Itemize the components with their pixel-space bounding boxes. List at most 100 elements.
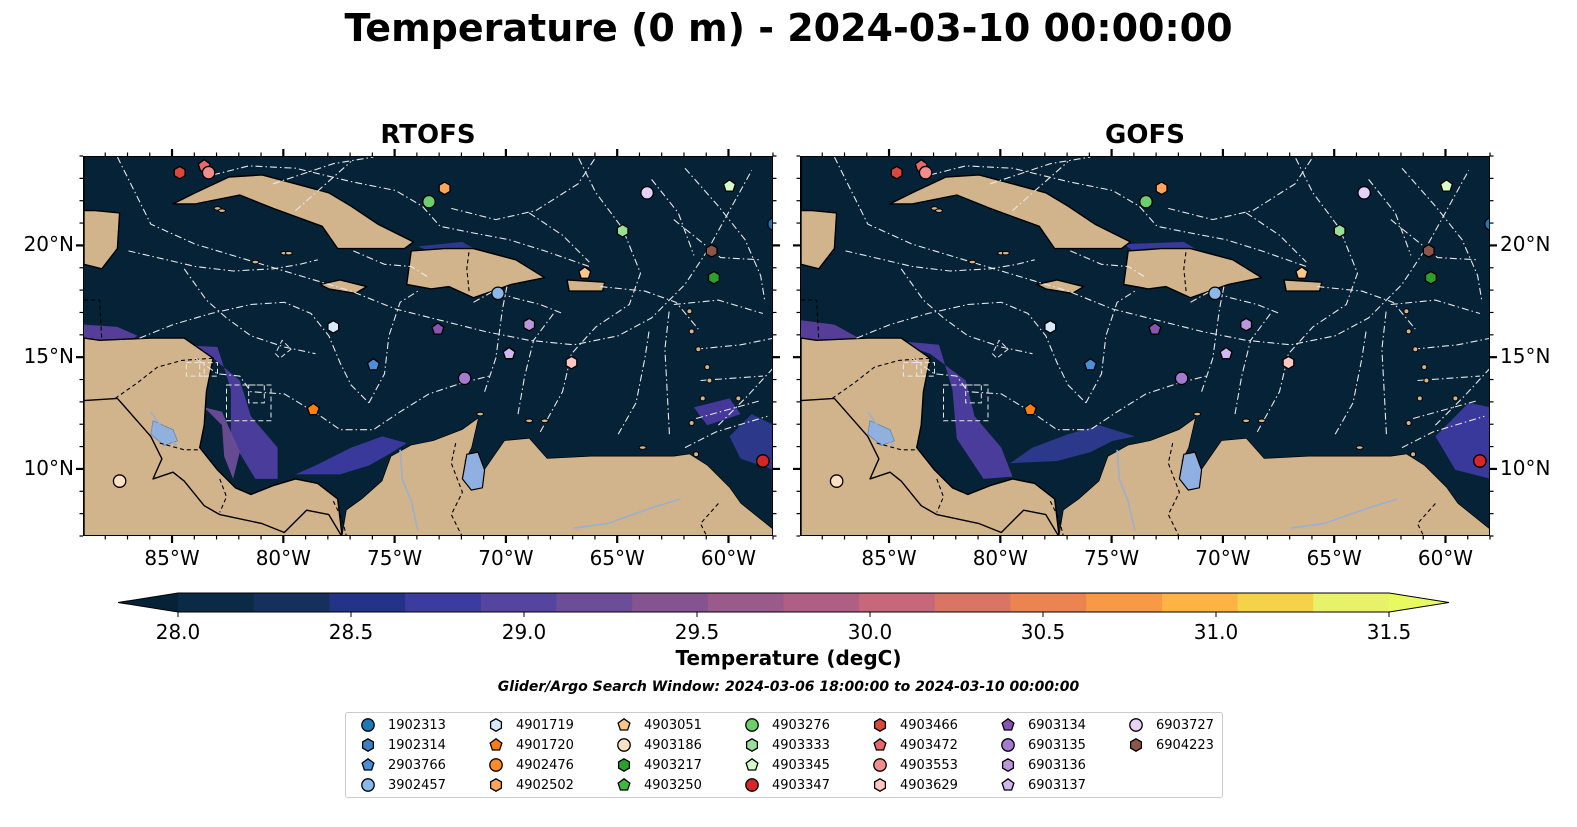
float-marker-6903137	[502, 346, 516, 360]
legend-label: 4901719	[516, 717, 574, 733]
temperature-anomaly-2	[204, 407, 240, 479]
small-island-7	[540, 418, 549, 424]
country-border-1	[831, 357, 931, 399]
legend-marker-hexagon-icon	[361, 738, 375, 752]
colorbar-tick-label: 29.0	[502, 620, 547, 644]
float-marker-4903276	[1139, 194, 1153, 209]
legend-item-4903466: 4903466	[872, 715, 958, 735]
panel-title-gofs: GOFS	[1105, 120, 1185, 150]
float-marker-6903135	[1174, 371, 1189, 386]
island-1	[699, 395, 706, 402]
float-marker-4903186	[829, 474, 844, 488]
river-0	[1116, 449, 1136, 531]
legend-item-3902457: 3902457	[360, 775, 446, 795]
legend-item-1902313: 1902313	[360, 715, 446, 735]
country-border-3	[936, 478, 945, 513]
legend-label: 4902476	[516, 757, 574, 773]
land-central	[84, 337, 343, 535]
float-marker-6903135	[457, 371, 472, 386]
float-marker-4903217	[707, 270, 720, 285]
colorbar-segment-12	[1086, 593, 1163, 612]
island-7	[1410, 451, 1417, 458]
legend-marker-shape	[361, 718, 375, 732]
island-5	[1403, 308, 1410, 315]
legend-label: 3902457	[388, 777, 446, 793]
small-island-5	[476, 411, 485, 417]
float-marker-4903347	[1473, 454, 1487, 468]
eez-boundary-14	[1070, 250, 1147, 279]
float-marker-6903136	[523, 317, 536, 332]
colorbar-segment-3	[405, 593, 482, 612]
land-caribeanUSA	[84, 157, 121, 270]
country-border-5	[450, 442, 463, 535]
legend-label: 4903186	[644, 737, 702, 753]
eez-boundary-16	[900, 268, 1033, 355]
legend-item-4901719: 4901719	[488, 715, 574, 735]
legend-marker-circle-icon	[745, 778, 759, 792]
legend-item-4903345: 4903345	[744, 755, 830, 775]
eez-boundary-10	[1390, 299, 1481, 315]
legend-marker-circle-icon	[1129, 718, 1143, 732]
island-6	[1423, 377, 1430, 384]
legend-marker-pentagon-icon	[361, 757, 375, 771]
river-0	[399, 449, 419, 531]
legend-label: 4903250	[644, 777, 702, 793]
eez-boundary-9	[696, 337, 772, 350]
land-south-america-fill	[1059, 418, 1489, 535]
float-marker-6903134	[1148, 322, 1162, 335]
colorbar-extend-high	[1389, 593, 1449, 612]
legend-marker-shape	[489, 778, 503, 792]
legend-marker-shape	[873, 778, 887, 792]
float-marker-4903466	[890, 165, 903, 180]
colorbar-segment-15	[1313, 593, 1390, 612]
legend-item-6903136: 6903136	[1000, 755, 1086, 775]
small-island-7	[1257, 418, 1266, 424]
legend-marker-shape	[745, 718, 759, 732]
legend-item-4903347: 4903347	[744, 775, 830, 795]
eez-boundary-7	[664, 308, 670, 435]
legend-marker-pentagon-icon	[1001, 717, 1015, 731]
eez-boundary-4	[517, 313, 555, 415]
legend-label: 4903472	[900, 737, 958, 753]
float-marker-4903217	[1424, 270, 1437, 285]
river-2	[150, 411, 179, 449]
eez-boundary-26	[1245, 212, 1307, 263]
legend-marker-pentagon-icon	[745, 757, 759, 771]
colorbar-segment-14	[1237, 593, 1314, 612]
land-cuba	[889, 174, 1132, 250]
legend-label: 6903727	[1156, 717, 1214, 733]
lake-maracaibo	[1178, 451, 1203, 491]
legend-marker-pentagon-icon	[617, 717, 631, 731]
eez-boundary-24	[1401, 415, 1485, 449]
legend-marker-shape	[1001, 717, 1015, 731]
eez-boundary-5	[1256, 157, 1359, 433]
eez-boundary-24	[684, 415, 768, 449]
float-legend: 1902313 1902314 2903766 3902457 4901719 49017…	[345, 712, 1223, 798]
legend-item-4903553: 4903553	[872, 755, 958, 775]
eez-box-4	[943, 384, 989, 422]
legend-item-4903472: 4903472	[872, 735, 958, 755]
eez-boundary-20	[1368, 179, 1412, 256]
float-marker-2903766	[366, 357, 381, 371]
float-marker-4903553	[201, 165, 216, 180]
colorbar-segment-1	[253, 593, 330, 612]
legend-marker-circle-icon	[361, 718, 375, 732]
island-2	[1405, 420, 1412, 426]
legend-item-1902314: 1902314	[360, 735, 446, 755]
float-marker-4903051	[578, 266, 592, 279]
country-border-3	[219, 478, 228, 513]
float-marker-4903186	[112, 474, 127, 488]
small-island-5	[1193, 411, 1202, 417]
small-island-8	[1355, 445, 1364, 450]
float-marker-6903134	[431, 322, 445, 335]
legend-item-6903134: 6903134	[1000, 715, 1086, 735]
legend-item-4903250: 4903250	[616, 775, 702, 795]
legend-marker-hexagon-icon	[873, 778, 887, 792]
legend-marker-circle-icon	[745, 718, 759, 732]
country-border-0	[801, 299, 820, 341]
legend-item-4903333: 4903333	[744, 735, 830, 755]
legend-marker-circle-icon	[873, 758, 887, 772]
legend-label: 4903333	[772, 737, 830, 753]
legend-marker-shape	[873, 758, 887, 772]
